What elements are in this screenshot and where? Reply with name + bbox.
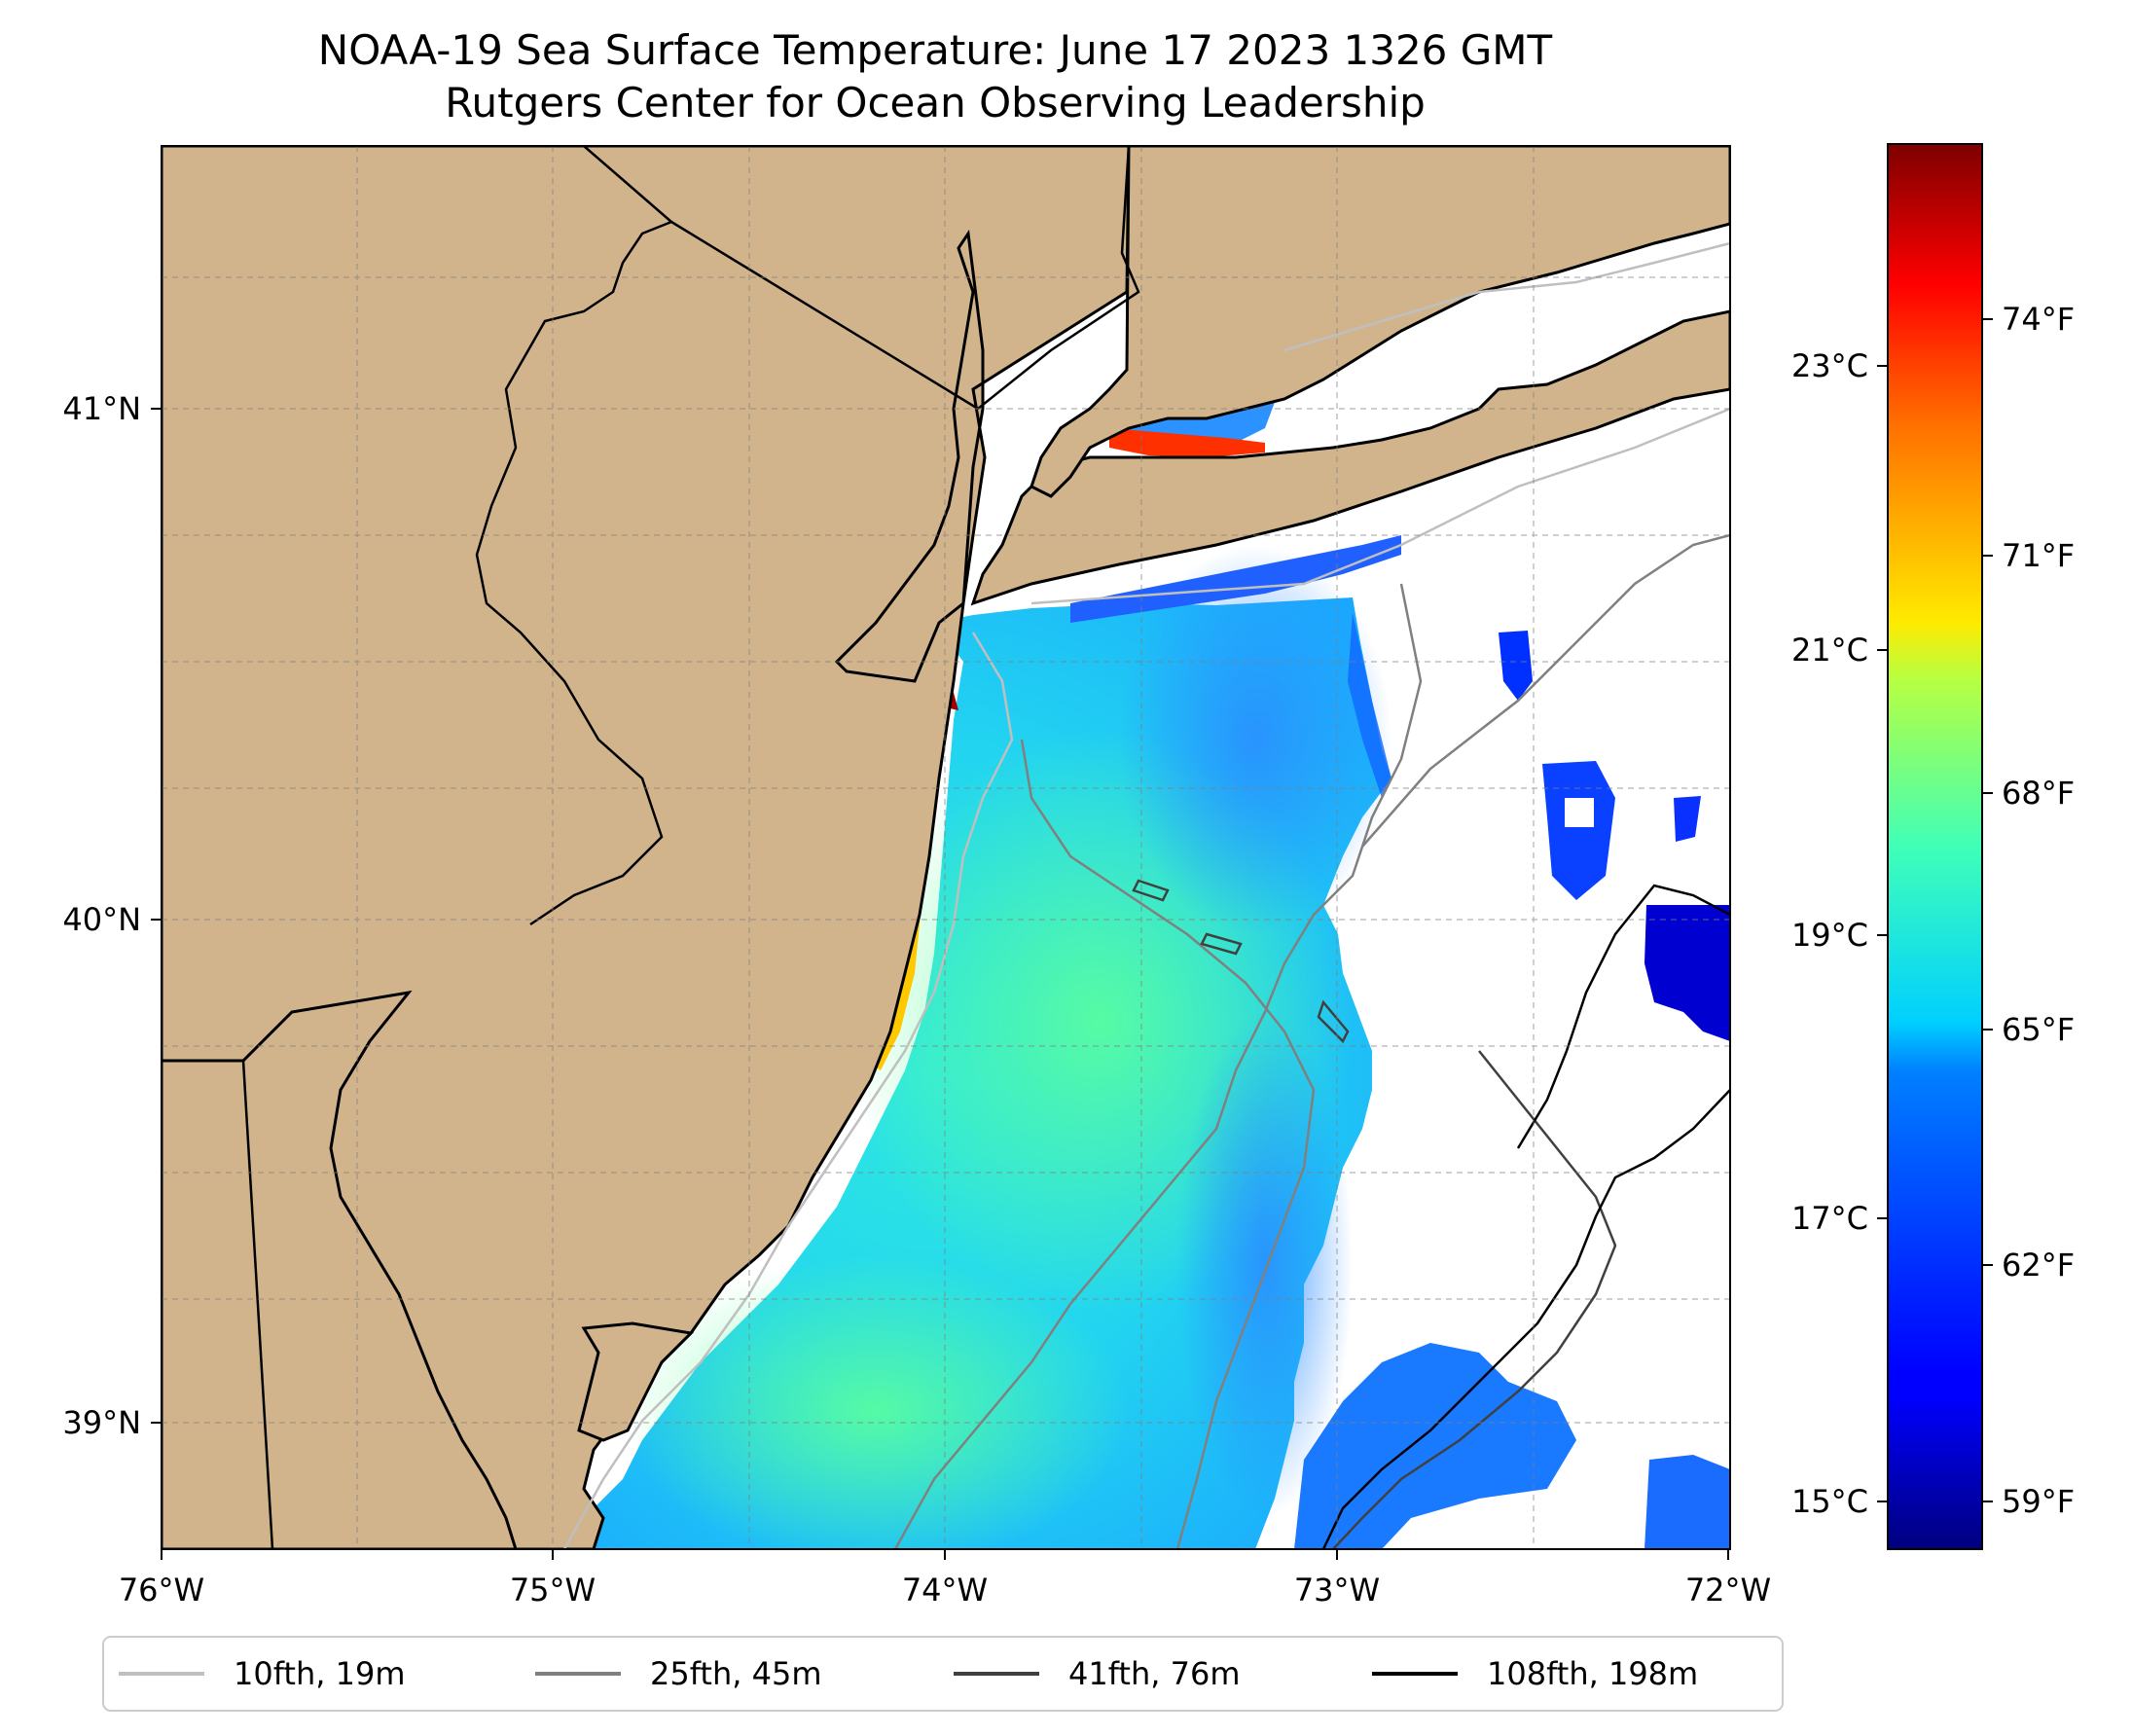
sst-cold-patch-3: [1499, 631, 1533, 701]
sst-cold-patch-6: [1674, 796, 1701, 842]
lon-tick-74w: 74°W: [902, 1572, 988, 1609]
lat-tick-41n: 41°N: [62, 390, 141, 427]
sst-cold-patch-2-hole: [1565, 798, 1594, 827]
legend-label-10fth: 10fth, 19m: [234, 1655, 405, 1692]
border-ny-nj: [670, 220, 979, 411]
axis-tick-marks: [151, 408, 1729, 1560]
legend-box: [102, 1636, 1784, 1712]
isobath-25fth-offshore: [1361, 533, 1730, 848]
cb-label-f-74: 74°F: [2002, 301, 2075, 338]
legend-label-25fth: 25fth, 45m: [650, 1655, 821, 1692]
isobath-41fth-shoal-1: [1132, 879, 1170, 902]
gridlines: [162, 146, 1730, 1549]
legend-label-108fth: 108fth, 198m: [1487, 1655, 1698, 1692]
isobath-legend: 10fth, 19m 25fth, 45m 41fth, 76m 108fth,…: [102, 1636, 1784, 1712]
colorbar-ticks: [1877, 318, 1993, 1502]
isobath-25fth-ridge: [1020, 739, 1316, 1549]
colorbar-gradient: [1887, 143, 1983, 1550]
sst-cold-patch-5: [1294, 1343, 1576, 1549]
cb-label-c-15: 15°C: [1791, 1483, 1868, 1520]
isobaths: [562, 241, 1730, 1549]
isobath-10fth-lis: [1283, 241, 1730, 352]
isobath-41fth-shoal-3: [1317, 999, 1350, 1044]
state-borders: [162, 146, 1140, 1549]
cb-label-f-71: 71°F: [2002, 537, 2075, 574]
cb-label-f-59: 59°F: [2002, 1483, 2075, 1520]
lat-tick-39n: 39°N: [62, 1404, 141, 1441]
cb-label-c-17: 17°C: [1791, 1200, 1868, 1237]
border-pa-nj: [475, 146, 674, 926]
lon-tick-76w: 76°W: [119, 1572, 204, 1609]
lon-tick-75w: 75°W: [510, 1572, 596, 1609]
lon-tick-73w: 73°W: [1294, 1572, 1380, 1609]
border-ny-ct: [977, 146, 1140, 410]
land-cape-may: [577, 1321, 695, 1442]
isobath-25fth: [893, 583, 1423, 1549]
cb-label-f-68: 68°F: [2002, 775, 2075, 812]
sst-cold-patch-4: [1644, 1455, 1730, 1549]
border-de-md: [241, 1060, 274, 1549]
isobath-10fth: [562, 632, 1014, 1549]
isobath-108fth: [1321, 1089, 1730, 1549]
isobath-10fth-ny: [1030, 407, 1730, 605]
lon-tick-72w: 72°W: [1685, 1572, 1771, 1609]
map-title-line-1: NOAA-19 Sea Surface Temperature: June 17…: [318, 26, 1553, 74]
cb-label-c-21: 21°C: [1791, 632, 1868, 669]
sst-lis-warm-fringe: [1109, 428, 1265, 457]
sst-offshore-edge: [1348, 613, 1391, 798]
map-axes: [162, 146, 1730, 1549]
sst-south-shore-strip: [1070, 535, 1401, 623]
land-delmarva: [162, 990, 518, 1549]
isobath-41fth-shoal-2: [1200, 932, 1243, 956]
cb-label-c-23: 23°C: [1791, 347, 1868, 384]
legend-label-41fth: 41fth, 76m: [1068, 1655, 1240, 1692]
lat-tick-40n: 40°N: [62, 901, 141, 938]
sst-cold-patch-2: [1542, 761, 1615, 900]
colorbar: 15°C 17°C 19°C 21°C 23°C 59°F 62°F 65°F …: [1791, 143, 2075, 1550]
cb-label-c-19: 19°C: [1791, 917, 1868, 954]
cb-label-f-65: 65°F: [2002, 1011, 2075, 1048]
sst-blue-patch-1: [1119, 545, 1391, 934]
isobath-41fth: [1332, 1050, 1617, 1549]
cb-label-f-62: 62°F: [2002, 1247, 2075, 1284]
sst-cold-patch-1: [1644, 905, 1730, 1041]
map-title-line-2: Rutgers Center for Ocean Observing Leade…: [445, 79, 1426, 127]
isobath-108fth-canyon: [1516, 884, 1730, 1149]
